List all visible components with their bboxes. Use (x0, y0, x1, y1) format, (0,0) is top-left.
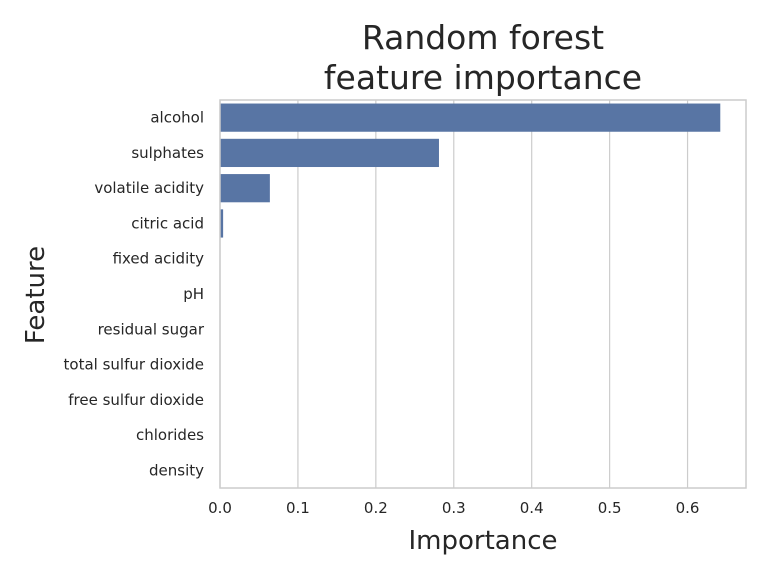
y-tick-label: sulphates (131, 144, 204, 162)
y-tick-label: free sulfur dioxide (68, 391, 204, 409)
x-tick-label: 0.4 (520, 499, 544, 517)
y-tick-label: pH (183, 285, 204, 303)
bar-volatile-acidity (220, 174, 270, 203)
x-tick-labels: 0.0 0.1 0.2 0.3 0.4 0.5 0.6 (208, 499, 699, 517)
chart-title-line-2: feature importance (324, 58, 642, 97)
bar-sulphates (220, 138, 439, 168)
y-tick-label: citric acid (131, 214, 204, 232)
y-tick-label: fixed acidity (113, 250, 205, 268)
y-tick-label: total sulfur dioxide (64, 356, 204, 374)
y-tick-label: volatile acidity (94, 179, 204, 197)
chart-title-line-1: Random forest (362, 18, 604, 57)
x-tick-label: 0.5 (598, 499, 622, 517)
y-tick-label: chlorides (136, 426, 204, 444)
y-tick-labels: alcohol sulphates volatile acidity citric a… (64, 109, 205, 480)
x-axis-label: Importance (409, 526, 558, 556)
x-tick-label: 0.3 (442, 499, 466, 517)
y-tick-label: density (149, 461, 204, 479)
bars (220, 103, 721, 238)
bar-citric-acid (220, 209, 224, 238)
bar-alcohol (220, 103, 721, 132)
y-axis-label: Feature (21, 246, 51, 344)
x-tick-label: 0.1 (286, 499, 310, 517)
plot-frame (219, 99, 747, 489)
x-tick-label: 0.2 (364, 499, 388, 517)
x-tick-label: 0.0 (208, 499, 232, 517)
y-tick-label: residual sugar (98, 320, 205, 338)
x-tick-label: 0.6 (676, 499, 700, 517)
y-tick-label: alcohol (150, 109, 204, 127)
